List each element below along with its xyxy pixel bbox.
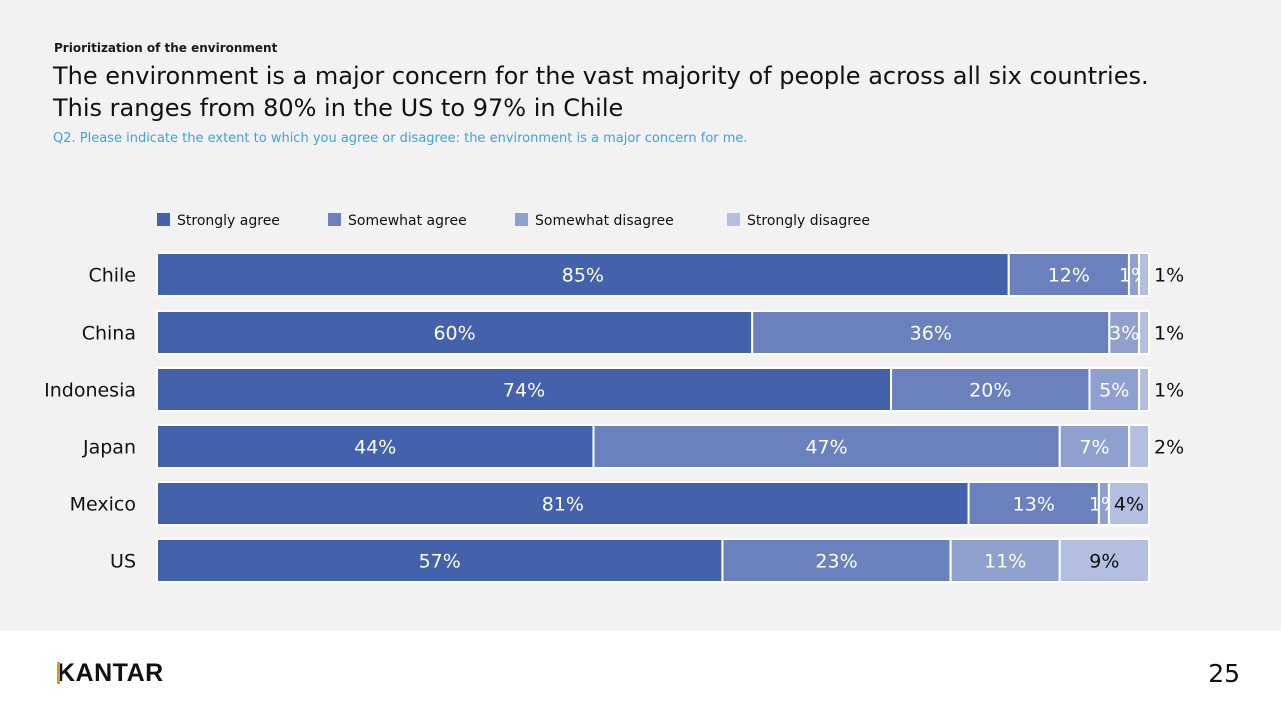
bar-us-somewhat-agree bbox=[721, 538, 952, 583]
data-label-japan-somewhat-disagree: 7% bbox=[1079, 437, 1109, 459]
bar-us-somewhat-disagree bbox=[949, 538, 1061, 583]
data-label-china-somewhat-disagree: 3% bbox=[1109, 323, 1139, 345]
data-label-indonesia-somewhat-agree: 20% bbox=[969, 380, 1011, 402]
bar-indonesia-strongly-agree bbox=[156, 367, 893, 412]
data-label-japan-somewhat-agree: 47% bbox=[805, 437, 847, 459]
legend-swatch-somewhat-agree bbox=[328, 213, 341, 226]
bar-japan-somewhat-agree bbox=[592, 424, 1061, 469]
page-number: 25 bbox=[1208, 659, 1240, 688]
category-label-indonesia: Indonesia bbox=[44, 380, 136, 402]
eyebrow-title: Prioritization of the environment bbox=[54, 41, 278, 55]
data-label-indonesia-somewhat-disagree: 5% bbox=[1099, 380, 1129, 402]
bar-japan-somewhat-disagree bbox=[1058, 424, 1131, 469]
category-label-us: US bbox=[110, 551, 136, 573]
footer: KANTAR 25 bbox=[0, 631, 1281, 721]
bar-china-strongly-agree bbox=[156, 310, 754, 355]
data-label-chile-somewhat-agree: 12% bbox=[1048, 265, 1090, 287]
bar-mexico-somewhat-agree bbox=[967, 481, 1100, 526]
logo-accent-mark bbox=[57, 662, 60, 684]
data-label-china-strongly-disagree: 1% bbox=[1154, 323, 1184, 345]
data-label-japan-strongly-disagree: 2% bbox=[1154, 437, 1184, 459]
legend-label-somewhat-disagree: Somewhat disagree bbox=[535, 213, 674, 229]
data-label-mexico-strongly-disagree: 4% bbox=[1114, 494, 1144, 516]
headline-line-2: This ranges from 80% in the US to 97% in… bbox=[53, 94, 624, 122]
data-label-japan-strongly-agree: 44% bbox=[354, 437, 396, 459]
data-label-mexico-somewhat-agree: 13% bbox=[1013, 494, 1055, 516]
data-label-china-strongly-agree: 60% bbox=[433, 323, 475, 345]
data-label-us-somewhat-agree: 23% bbox=[815, 551, 857, 573]
headline-line-1: The environment is a major concern for t… bbox=[53, 62, 1149, 90]
bar-indonesia-somewhat-agree bbox=[890, 367, 1091, 412]
legend-label-strongly-agree: Strongly agree bbox=[177, 213, 280, 229]
bar-chile-strongly-disagree bbox=[1137, 252, 1151, 297]
legend-label-somewhat-agree: Somewhat agree bbox=[348, 213, 467, 229]
category-label-japan: Japan bbox=[82, 437, 136, 459]
legend-swatch-strongly-disagree bbox=[727, 213, 740, 226]
legend-item-somewhat-disagree: Somewhat disagree bbox=[515, 213, 674, 229]
category-label-china: China bbox=[82, 323, 136, 345]
bar-indonesia-somewhat-disagree bbox=[1088, 367, 1141, 412]
legend-item-strongly-disagree: Strongly disagree bbox=[727, 213, 870, 229]
bar-indonesia-strongly-disagree bbox=[1138, 367, 1150, 412]
bar-mexico-strongly-agree bbox=[156, 481, 970, 526]
legend-label-strongly-disagree: Strongly disagree bbox=[747, 213, 870, 229]
category-label-chile: Chile bbox=[88, 265, 136, 287]
bar-us-strongly-disagree bbox=[1058, 538, 1150, 583]
data-label-indonesia-strongly-agree: 74% bbox=[503, 380, 545, 402]
data-label-chile-strongly-agree: 85% bbox=[562, 265, 604, 287]
legend-swatch-strongly-agree bbox=[157, 213, 170, 226]
category-label-mexico: Mexico bbox=[70, 494, 136, 516]
logo-text: KANTAR bbox=[57, 659, 164, 687]
legend-item-somewhat-agree: Somewhat agree bbox=[328, 213, 467, 229]
bar-japan-strongly-disagree bbox=[1128, 424, 1151, 469]
kantar-logo: KANTAR bbox=[57, 659, 164, 688]
data-label-indonesia-strongly-disagree: 1% bbox=[1154, 380, 1184, 402]
data-label-us-strongly-disagree: 9% bbox=[1089, 551, 1119, 573]
slide: Prioritization of the environment The en… bbox=[44, 41, 1203, 583]
survey-question: Q2. Please indicate the extent to which … bbox=[53, 131, 748, 146]
data-label-us-strongly-agree: 57% bbox=[419, 551, 461, 573]
stacked-bar-chart: Chile 85% 12% 1% 1% China 60% 36% 3% 1% Indonesia 7… bbox=[44, 252, 1184, 583]
bar-mexico-strongly-disagree bbox=[1107, 481, 1150, 526]
data-label-china-somewhat-agree: 36% bbox=[910, 323, 952, 345]
data-label-us-somewhat-disagree: 11% bbox=[984, 551, 1026, 573]
bar-china-somewhat-agree bbox=[751, 310, 1111, 355]
legend-swatch-somewhat-disagree bbox=[515, 213, 528, 226]
data-label-chile-strongly-disagree: 1% bbox=[1154, 265, 1184, 287]
data-label-mexico-strongly-agree: 81% bbox=[542, 494, 584, 516]
legend-item-strongly-agree: Strongly agree bbox=[157, 213, 280, 229]
headline: The environment is a major concern for t… bbox=[53, 60, 1203, 124]
bar-china-strongly-disagree bbox=[1138, 310, 1150, 355]
